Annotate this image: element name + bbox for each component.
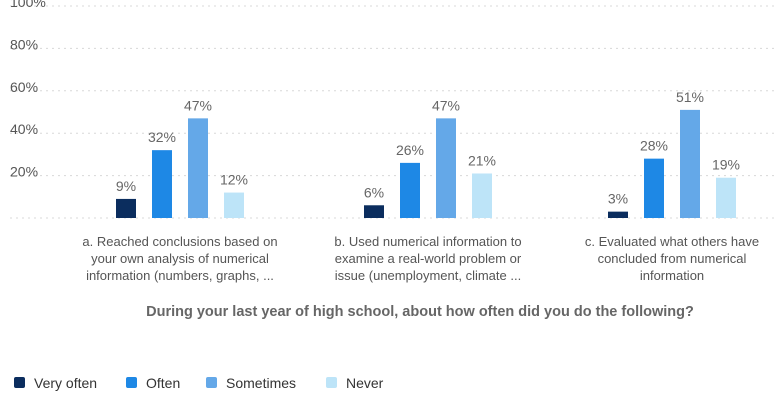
bars — [116, 109, 736, 218]
category-label-line: information (numbers, graphs, ... — [86, 268, 274, 283]
bar — [400, 162, 420, 218]
bar — [436, 118, 456, 218]
legend-swatch — [326, 377, 337, 388]
category-label-line: concluded from numerical — [598, 251, 747, 266]
data-label: 9% — [116, 178, 136, 194]
data-label: 6% — [364, 184, 384, 200]
data-label: 47% — [432, 97, 460, 113]
category-label-line: information — [640, 268, 704, 283]
data-label: 47% — [184, 97, 212, 113]
y-tick-label: 20% — [10, 164, 38, 180]
bar — [608, 211, 628, 218]
bar — [152, 150, 172, 218]
bar — [472, 173, 492, 218]
data-label: 3% — [608, 191, 628, 207]
y-tick-label: 80% — [10, 36, 38, 52]
data-label: 32% — [148, 129, 176, 145]
category-label-line: issue (unemployment, climate ... — [335, 268, 521, 283]
category-label-line: your own analysis of numerical — [91, 251, 269, 266]
legend: Very often Often Sometimes Never — [14, 375, 384, 391]
bar — [224, 192, 244, 218]
y-tick-label: 100% — [10, 0, 46, 10]
bar — [116, 198, 136, 218]
bar — [188, 118, 208, 218]
y-tick-label: 40% — [10, 121, 38, 137]
y-tick-label: 60% — [10, 79, 38, 95]
category-label-line: examine a real-world problem or — [335, 251, 522, 266]
data-label: 12% — [220, 172, 248, 188]
bar — [680, 109, 700, 218]
bar — [364, 205, 384, 218]
category-label-line: c. Evaluated what others have — [585, 234, 759, 249]
data-label: 51% — [676, 89, 704, 105]
data-label: 26% — [396, 142, 424, 158]
legend-label: Very often — [34, 375, 97, 391]
data-label: 21% — [468, 152, 496, 168]
category-labels: a. Reached conclusions based on your own … — [82, 234, 759, 283]
data-label: 28% — [640, 138, 668, 154]
legend-label: Often — [146, 375, 180, 391]
data-labels: 9% 6% 3% 32% 26% 28% 47% 47% 51% 12% 21% 19% — [116, 89, 740, 207]
legend-swatch — [126, 377, 137, 388]
legend-swatch — [206, 377, 217, 388]
data-label: 19% — [712, 157, 740, 173]
y-axis-ticks: 20% 40% 60% 80% 100% — [10, 0, 46, 180]
bar — [716, 177, 736, 218]
category-label-line: a. Reached conclusions based on — [82, 234, 277, 249]
bar — [644, 158, 664, 218]
legend-label: Never — [346, 375, 384, 391]
legend-swatch — [14, 377, 25, 388]
category-label-line: b. Used numerical information to — [334, 234, 521, 249]
x-axis-title: During your last year of high school, ab… — [146, 304, 694, 320]
legend-label: Sometimes — [226, 375, 296, 391]
